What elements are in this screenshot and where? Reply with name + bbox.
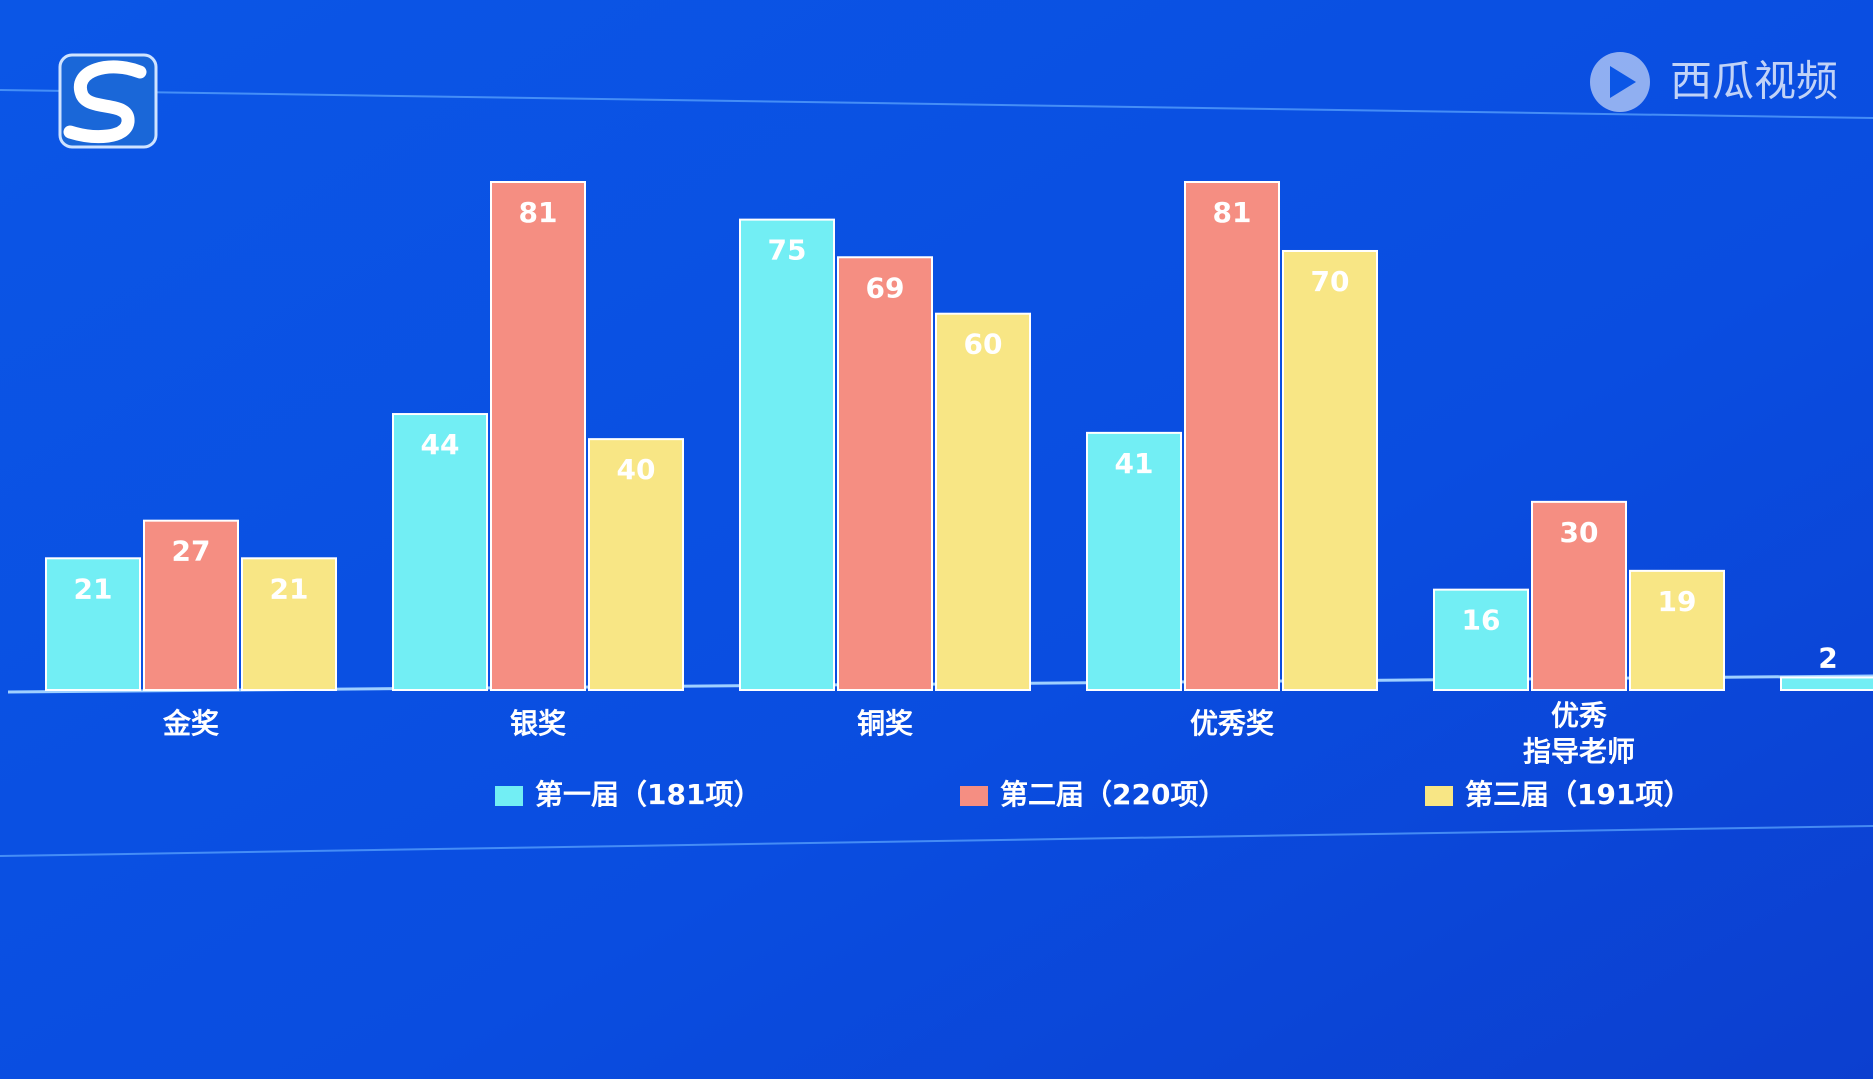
x-tick-label: 银奖 (510, 707, 566, 740)
value-label: 75 (768, 234, 807, 267)
legend-label: 第三届（191项） (1465, 778, 1691, 811)
watermark: 西瓜视频 (1670, 57, 1838, 106)
value-label: 81 (519, 196, 558, 229)
bar (1433, 588, 1529, 691)
bar (1282, 249, 1378, 692)
watermark-icon (1590, 52, 1650, 112)
bar (1531, 500, 1627, 691)
bar (45, 557, 141, 692)
bar (739, 218, 835, 691)
bar (490, 181, 586, 691)
bar (1780, 676, 1873, 691)
value-label: 21 (270, 572, 309, 605)
x-tick-label: 铜奖 (857, 707, 913, 740)
x-tick-label: 优秀奖 (1190, 707, 1274, 740)
legend-label: 第二届（220项） (1000, 778, 1226, 811)
x-tick-label: 优秀指导老师 (1523, 699, 1635, 768)
bar (1184, 181, 1280, 691)
decor-line (0, 825, 1873, 857)
value-label: 21 (74, 572, 113, 605)
bar (241, 557, 337, 692)
value-label: 19 (1658, 585, 1697, 618)
bar (143, 519, 239, 692)
value-label: 41 (1115, 447, 1154, 480)
value-label: 81 (1213, 196, 1252, 229)
bar (935, 312, 1031, 691)
decor-line (0, 89, 1873, 119)
value-label: 27 (172, 535, 211, 568)
value-label: 16 (1462, 604, 1501, 637)
value-label: 60 (964, 328, 1003, 361)
value-label: 70 (1311, 265, 1350, 298)
x-tick-label: 金奖 (162, 707, 219, 740)
bar (1086, 431, 1182, 691)
bar (837, 256, 933, 691)
legend-swatch (960, 786, 988, 806)
legend-label: 第一届（181项） (535, 778, 761, 811)
bar (1629, 569, 1725, 691)
value-label: 40 (617, 453, 656, 486)
value-label: 2 (1818, 641, 1837, 674)
bar (392, 413, 488, 691)
legend-swatch (495, 786, 523, 806)
logo (58, 53, 158, 149)
legend-swatch (1425, 786, 1453, 806)
bar (588, 438, 684, 691)
value-label: 30 (1560, 516, 1599, 549)
value-label: 69 (866, 271, 905, 304)
value-label: 44 (421, 428, 460, 461)
